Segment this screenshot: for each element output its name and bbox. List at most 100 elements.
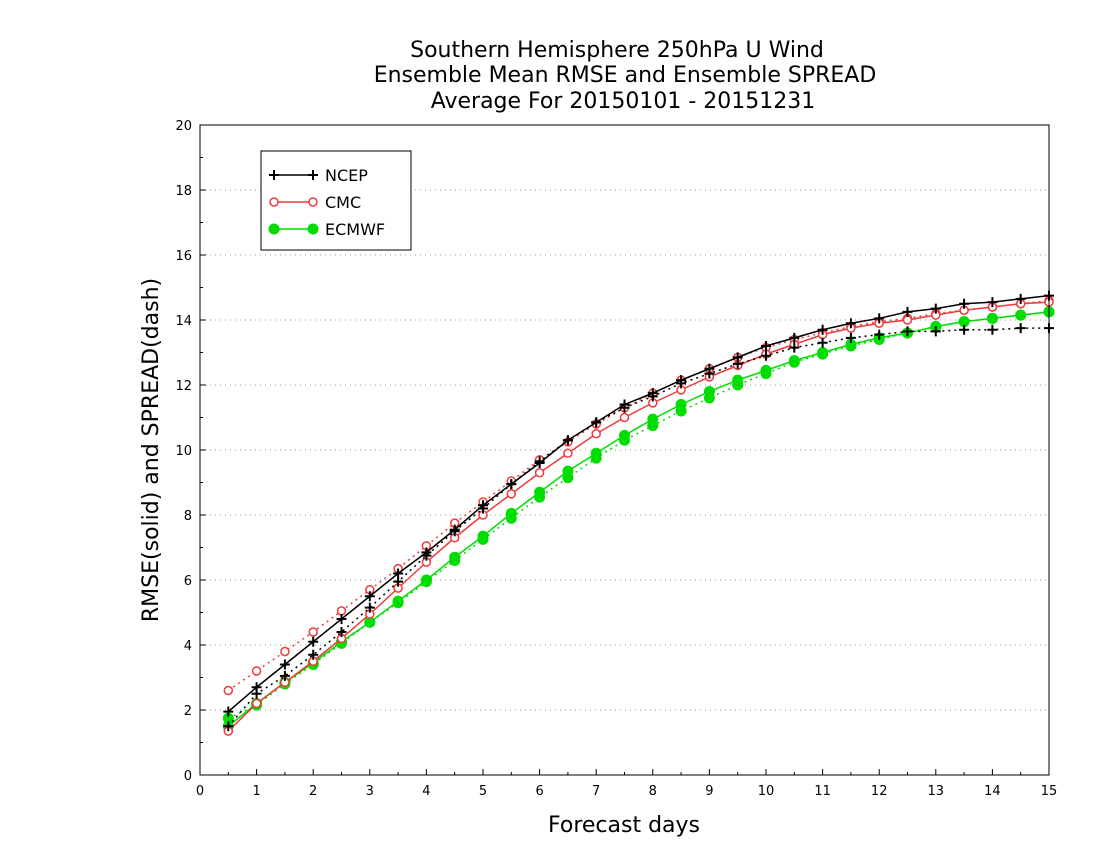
series-ncep-rmse-line xyxy=(227,294,1050,713)
series-cmc-rmse-line xyxy=(227,301,1050,732)
point-ncep-spread-0 xyxy=(223,721,234,732)
x-tick-label-11: 11 xyxy=(814,784,831,799)
point-ncep-rmse-12 xyxy=(562,435,573,446)
x-tick-label-9: 9 xyxy=(705,784,713,799)
point-ncep-spread-27 xyxy=(987,324,998,335)
x-tick-label-8: 8 xyxy=(649,784,657,799)
point-ncep-rmse-2 xyxy=(279,659,290,670)
x-axis-label: Forecast days xyxy=(548,813,700,838)
legend-label-ecmwf: ECMWF xyxy=(325,220,385,239)
point-ncep-rmse-25 xyxy=(930,303,941,314)
point-ncep-rmse-23 xyxy=(874,313,885,324)
point-ncep-rmse-11 xyxy=(534,458,545,468)
point-ncep-rmse-10 xyxy=(506,479,517,490)
point-cmc-spread-1 xyxy=(251,666,262,676)
series-layer xyxy=(222,290,1055,736)
point-ncep-rmse-28 xyxy=(1015,293,1026,304)
point-ncep-spread-25 xyxy=(930,326,941,337)
point-ncep-spread-3 xyxy=(308,649,319,660)
y-tick-label-2: 4 xyxy=(184,639,192,654)
x-tick-label-0: 0 xyxy=(196,784,204,799)
x-tick-label-1: 1 xyxy=(252,784,260,799)
legend-marker-cmc-start xyxy=(269,197,279,207)
x-tick-label-5: 5 xyxy=(479,784,487,799)
point-ecmwf-rmse-28 xyxy=(1015,309,1027,321)
point-ncep-rmse-7 xyxy=(421,547,432,558)
y-tick-label-0: 0 xyxy=(184,769,192,784)
grid xyxy=(200,189,1049,711)
point-ncep-rmse-6 xyxy=(393,568,404,579)
point-ncep-spread-24 xyxy=(902,326,913,337)
legend-item-ecmwf: ECMWF xyxy=(268,220,385,239)
point-ecmwf-rmse-18 xyxy=(732,374,744,386)
legend-box xyxy=(260,150,412,251)
chart-title: Southern Hemisphere 250hPa U Wind Ensemb… xyxy=(374,38,877,114)
legend: NCEP CMC ECMWF xyxy=(260,150,412,251)
point-ncep-rmse-21 xyxy=(817,324,828,335)
point-cmc-rmse-12 xyxy=(563,448,573,458)
legend-marker-ecmwf-end xyxy=(307,223,319,235)
point-ecmwf-rmse-16 xyxy=(675,399,687,410)
point-ncep-rmse-0 xyxy=(223,706,234,717)
point-ecmwf-rmse-8 xyxy=(449,551,461,563)
point-ncep-rmse-18 xyxy=(732,352,743,363)
point-ncep-spread-2 xyxy=(279,670,290,681)
point-ecmwf-rmse-21 xyxy=(817,347,829,358)
y-tick-label-8: 16 xyxy=(175,249,192,264)
point-ncep-spread-19 xyxy=(761,350,771,361)
legend-label-cmc: CMC xyxy=(325,193,361,212)
series-ecmwf xyxy=(222,306,1055,732)
point-cmc-spread-0 xyxy=(223,685,234,696)
point-ncep-spread-5 xyxy=(364,602,375,613)
point-ecmwf-rmse-20 xyxy=(788,355,800,367)
point-ncep-rmse-17 xyxy=(704,363,715,374)
x-tick-label-6: 6 xyxy=(535,784,543,799)
y-tick-label-5: 10 xyxy=(175,444,192,459)
legend-marker-ecmwf-start xyxy=(268,223,280,235)
point-ncep-rmse-15 xyxy=(647,388,658,399)
point-ncep-spread-23 xyxy=(874,329,885,340)
point-cmc-rmse-1 xyxy=(251,698,262,709)
series-cmc-spread-line xyxy=(227,299,1050,692)
point-ncep-rmse-24 xyxy=(902,306,913,317)
y-tick-label-6: 12 xyxy=(175,379,192,394)
x-tick-label-14: 14 xyxy=(984,784,1001,799)
x-tick-label-12: 12 xyxy=(871,784,888,799)
x-tick-label-3: 3 xyxy=(366,784,374,799)
point-ecmwf-rmse-13 xyxy=(590,447,602,459)
series-cmc xyxy=(223,295,1054,736)
y-axis-ticks: 0 2 4 6 8 10 12 14 16 18 20 xyxy=(175,119,206,784)
y-tick-label-10: 20 xyxy=(175,119,192,134)
point-ecmwf-rmse-14 xyxy=(619,429,630,441)
point-ncep-rmse-4 xyxy=(336,614,347,624)
point-ecmwf-rmse-9 xyxy=(477,530,489,542)
point-ncep-spread-4 xyxy=(336,627,347,637)
legend-item-ncep: NCEP xyxy=(269,166,368,185)
y-tick-label-3: 6 xyxy=(184,574,192,589)
title-line-2: Ensemble Mean RMSE and Ensemble SPREAD xyxy=(374,63,877,88)
point-ncep-rmse-5 xyxy=(364,591,375,602)
x-tick-label-4: 4 xyxy=(422,784,430,799)
series-ncep-spread-line xyxy=(227,327,1049,727)
point-cmc-spread-3 xyxy=(308,627,318,637)
x-tick-label-15: 15 xyxy=(1041,784,1058,799)
point-ncep-rmse-27 xyxy=(987,297,998,308)
point-ncep-rmse-1 xyxy=(251,682,262,693)
point-ncep-rmse-13 xyxy=(591,417,602,428)
point-cmc-rmse-10 xyxy=(506,489,517,499)
point-ncep-rmse-19 xyxy=(761,341,771,351)
point-cmc-rmse-14 xyxy=(619,412,630,423)
point-ncep-spread-22 xyxy=(845,332,856,343)
point-ncep-rmse-22 xyxy=(845,318,856,329)
point-ecmwf-rmse-6 xyxy=(392,595,404,607)
point-ncep-rmse-3 xyxy=(308,636,319,647)
title-line-3: Average For 20150101 - 20151231 xyxy=(431,89,816,114)
point-ecmwf-rmse-7 xyxy=(420,574,432,586)
y-tick-label-4: 8 xyxy=(184,509,192,524)
point-ecmwf-rmse-27 xyxy=(986,312,998,324)
point-ncep-spread-20 xyxy=(789,342,800,353)
point-ncep-rmse-20 xyxy=(789,332,800,343)
legend-marker-ncep-start xyxy=(269,170,279,180)
point-ecmwf-rmse-11 xyxy=(534,486,546,498)
